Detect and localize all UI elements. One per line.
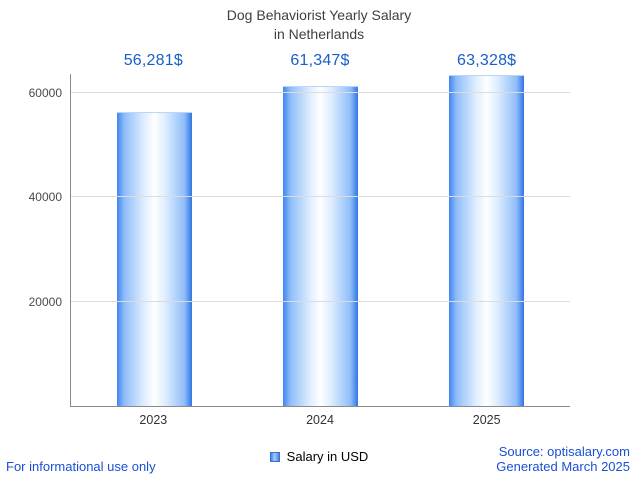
chart-title-line-1: Dog Behaviorist Yearly Salary xyxy=(226,7,412,23)
y-axis-tick-label: 20000 xyxy=(28,294,62,309)
y-axis-tick-label: 40000 xyxy=(28,190,62,205)
bar-slot xyxy=(404,74,570,406)
x-axis-label: 2024 xyxy=(306,413,334,427)
y-axis-tick-label: 60000 xyxy=(28,85,62,100)
plot-area: 20000 40000 60000 xyxy=(29,74,570,407)
bar-2024 xyxy=(282,85,358,406)
source-block: Source: optisalary.com Generated March 2… xyxy=(496,444,630,475)
chart-title: Dog Behaviorist Yearly Salary in Netherl… xyxy=(0,6,638,44)
bar-slot xyxy=(237,74,403,406)
legend-marker-icon xyxy=(269,451,280,462)
legend-label: Salary in USD xyxy=(286,449,369,464)
gridline xyxy=(71,196,570,198)
bar-2023 xyxy=(116,112,192,406)
chart-title-line-2: in Netherlands xyxy=(273,25,365,42)
gridline xyxy=(71,300,570,302)
chart-legend: Salary in USD xyxy=(0,449,638,464)
generated-date: Generated March 2025 xyxy=(496,459,630,475)
source-link[interactable]: Source: optisalary.com xyxy=(498,443,630,459)
bar-value-label: 63,328$ xyxy=(457,52,517,69)
bar-value-label: 56,281$ xyxy=(123,52,183,69)
bar-slot xyxy=(71,74,237,406)
bar-2025 xyxy=(449,75,525,406)
x-axis-label: 2023 xyxy=(139,413,168,427)
x-axis-label: 2025 xyxy=(472,413,501,427)
value-labels-row: 56,281$ 61,347$ 63,328$ xyxy=(70,52,570,70)
bar-value-label: 61,347$ xyxy=(290,52,350,69)
x-axis-labels-row: 2023 2024 2025 xyxy=(70,413,570,427)
bar-slots xyxy=(71,74,570,406)
disclaimer-text: For informational use only xyxy=(6,459,156,474)
gridline xyxy=(71,91,570,93)
